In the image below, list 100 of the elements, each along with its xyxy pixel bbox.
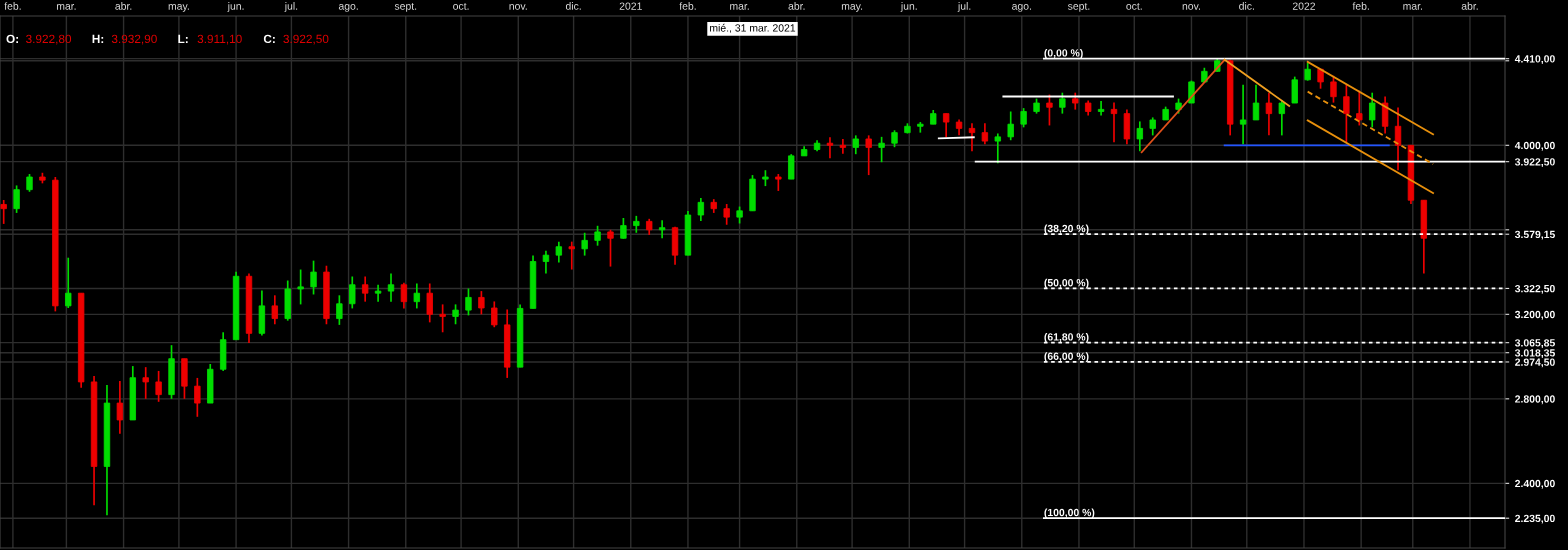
candlestick	[1007, 110, 1014, 142]
x-tick-label: may.	[168, 4, 189, 12]
y-tick-label: 4.410,00	[1514, 55, 1555, 65]
candlestick	[439, 303, 446, 334]
candlestick	[788, 153, 795, 180]
y-tick-label: 2.400,00	[1515, 479, 1555, 489]
x-tick-label: sept.	[394, 2, 417, 12]
candlestick	[0, 199, 7, 225]
candlestick	[374, 283, 382, 303]
annotation: mié., 31 mar. 2021	[710, 23, 796, 33]
annotation: O: 3.922,80	[6, 34, 72, 45]
candlestick	[865, 134, 872, 176]
y-tick-label: 3.922,50	[1514, 158, 1555, 168]
candlestick	[1097, 100, 1105, 117]
y-tick-label: 2.800,00	[1515, 395, 1555, 405]
annotation: (61,80 %)	[1044, 332, 1089, 343]
candlestick	[542, 249, 550, 275]
x-tick-label: mar.	[1403, 4, 1422, 10]
candlestick	[1020, 107, 1027, 129]
annotation: (38,20 %)	[1044, 224, 1089, 235]
x-tick-label: dic.	[1239, 2, 1254, 10]
candlestick	[723, 203, 730, 226]
candlestick	[452, 303, 459, 326]
x-tick-label: sept.	[1067, 2, 1090, 12]
y-tick-label: 2.974,50	[1515, 358, 1555, 368]
candlestick	[478, 290, 485, 316]
candlestick	[1291, 75, 1298, 104]
y-tick-label: 3.065,85	[1514, 339, 1555, 349]
candlestick	[594, 224, 601, 247]
candlestick	[839, 138, 847, 155]
x-tick-label: jul.	[284, 2, 298, 12]
x-tick-label: ago.	[1012, 4, 1031, 12]
candlestick	[1381, 95, 1389, 135]
y-tick-label: 3.200,00	[1514, 310, 1555, 320]
annotation: C: 3.922,50	[263, 34, 329, 45]
candlestick	[336, 294, 343, 326]
x-tick-label: nov.	[509, 4, 527, 10]
x-tick-label: dic.	[565, 2, 581, 10]
candlestick	[942, 112, 950, 139]
x-tick-label: jun.	[227, 2, 244, 12]
candlestick	[13, 184, 20, 214]
candlestick	[491, 300, 498, 329]
candlestick	[349, 275, 356, 310]
y-tick-label: 4.000,00	[1514, 141, 1555, 151]
candlestick	[607, 228, 614, 268]
annotation: (50,00 %)	[1044, 278, 1089, 289]
candlestick	[116, 380, 124, 435]
candlestick	[400, 281, 408, 310]
x-tick-label: abr.	[1461, 2, 1478, 10]
x-tick-label: jul.	[957, 2, 971, 12]
candlestick	[1046, 93, 1053, 127]
candlestick	[387, 272, 395, 303]
x-tick-label: abr.	[788, 2, 805, 10]
x-tick-label: feb.	[1352, 2, 1369, 10]
candlestick	[581, 231, 588, 257]
x-tick-label: ago.	[338, 4, 358, 12]
candlestick	[826, 136, 834, 160]
annotation: (66,00 %)	[1044, 352, 1089, 362]
annotation: H: 3.932,90	[92, 34, 157, 45]
candlestick	[271, 294, 278, 326]
x-tick-label: feb.	[4, 2, 21, 10]
candlestick	[1343, 83, 1350, 144]
candlestick	[852, 134, 859, 156]
candlestick	[297, 268, 304, 306]
candlestick	[968, 122, 976, 153]
candlestick	[155, 370, 162, 403]
annotation: L: 3.911,10	[178, 34, 242, 45]
candlestick	[1252, 83, 1260, 121]
candlestick	[568, 240, 575, 271]
x-tick-label: oct.	[453, 2, 469, 10]
candlestick	[1265, 91, 1273, 137]
candlestick	[1278, 99, 1286, 137]
annotation: (0,00 %)	[1044, 48, 1083, 59]
candlestick	[310, 259, 317, 296]
x-tick-label: feb.	[679, 2, 696, 10]
candlestick	[697, 197, 705, 222]
x-tick-label: 2022	[1292, 2, 1316, 10]
x-tick-label: abr.	[115, 2, 132, 10]
candlestick	[1369, 91, 1376, 129]
x-tick-label: jun.	[900, 2, 917, 12]
y-tick-label: 3.579,15	[1514, 230, 1555, 240]
candlestick	[194, 377, 201, 418]
candlestick	[465, 287, 472, 317]
candlestick	[1059, 91, 1066, 115]
y-tick-label: 3.018,35	[1514, 349, 1555, 359]
annotation: (100,00 %)	[1044, 508, 1095, 519]
candlestick	[658, 219, 666, 240]
x-tick-label: 2021	[619, 2, 642, 10]
candlestick	[142, 366, 149, 400]
candlestick	[1356, 89, 1363, 127]
x-tick-label: may.	[841, 4, 863, 12]
candlestick	[878, 136, 885, 164]
candlestick	[1239, 83, 1247, 146]
candlestick	[413, 282, 421, 310]
x-tick-label: mar.	[730, 4, 749, 10]
x-tick-label: oct.	[1126, 2, 1142, 10]
x-tick-label: mar.	[56, 4, 76, 10]
candlestick	[1136, 120, 1143, 153]
x-tick-label: nov.	[1182, 4, 1200, 10]
candlestick	[555, 240, 563, 264]
